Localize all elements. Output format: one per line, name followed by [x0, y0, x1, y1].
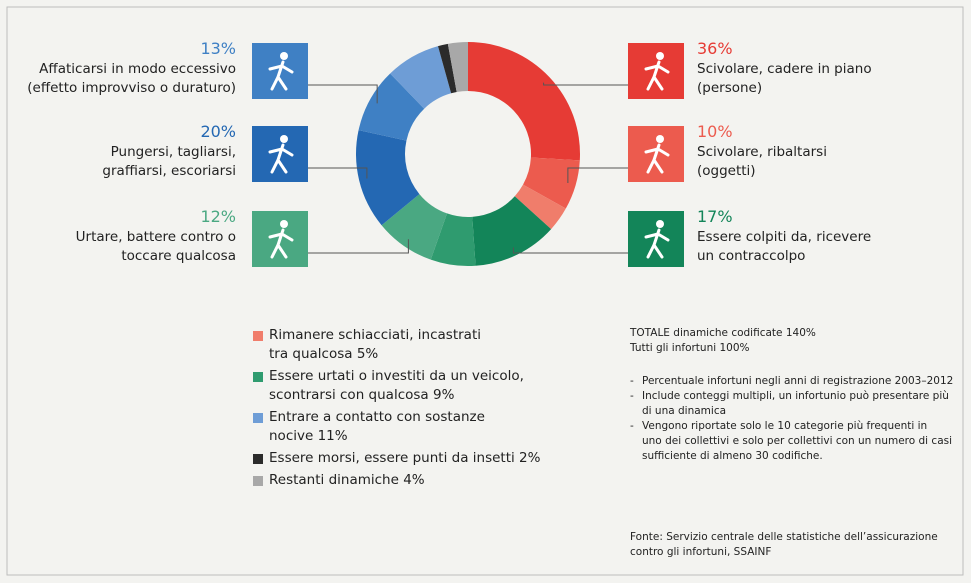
icon-glyph: [656, 135, 664, 143]
legend-label: Rimanere schiacciati, incastrati tra qua…: [269, 327, 481, 362]
callout-label: Urtare, battere contro o toccare qualcos…: [75, 229, 236, 264]
legend-entry: Essere urtati o investiti da un veicolo,…: [269, 367, 524, 405]
callout-label: Affaticarsi in modo eccessivo (effetto i…: [27, 61, 236, 96]
callout-percent: 17%: [697, 207, 733, 226]
legend-value: 5%: [356, 346, 379, 362]
donut-segment: [468, 41, 580, 161]
note-bullet: Include conteggi multipli, un infortunio…: [642, 390, 949, 417]
legend-entry: Restanti dinamiche 4%: [269, 471, 425, 490]
leader-line: [567, 167, 628, 183]
donut-segment: [437, 43, 457, 94]
legend-value: 4%: [403, 472, 425, 488]
callout-label: Scivolare, cadere in piano (persone): [697, 61, 872, 96]
note-dash: -: [630, 420, 634, 432]
icon-glyph: [656, 220, 664, 228]
callout-percent: 12%: [200, 207, 236, 226]
legend-swatch: [253, 372, 263, 382]
donut-segment: [356, 130, 420, 226]
legend-entry: Essere morsi, essere punti da insetti 2%: [269, 449, 540, 468]
donut-segment: [514, 184, 566, 230]
frame: [6, 6, 964, 576]
note-total: TOTALE dinamiche codificate 140%: [630, 327, 816, 339]
leader-line: [308, 84, 378, 104]
callout-percent: 13%: [200, 39, 236, 58]
callout-percent: 10%: [697, 122, 733, 141]
note-dash: -: [630, 390, 634, 402]
callout-percent: 20%: [200, 122, 236, 141]
legend-swatch: [253, 454, 263, 464]
legend-swatch: [253, 413, 263, 423]
callout-percent: 36%: [697, 39, 733, 58]
icon-glyph: [644, 228, 670, 259]
legend-entry: Rimanere schiacciati, incastrati tra qua…: [269, 326, 481, 364]
icon-glyph: [268, 228, 294, 259]
note-all: Tutti gli infortuni 100%: [630, 342, 750, 354]
icon-glyph: [644, 143, 670, 174]
icon-glyph: [268, 60, 294, 91]
note-source: Fonte: Servizio centrale delle statistic…: [630, 531, 938, 558]
callout-label: Pungersi, tagliarsi, graffiarsi, escoria…: [102, 144, 236, 179]
donut-segment: [472, 196, 552, 266]
note-bullet: Percentuale infortuni negli anni di regi…: [642, 375, 954, 387]
icon-glyph: [280, 220, 288, 228]
donut-segment: [381, 194, 448, 260]
legend-swatch: [253, 476, 263, 486]
donut-segment: [447, 42, 468, 93]
legend-value: 2%: [519, 450, 541, 466]
donut-segment: [430, 213, 476, 266]
legend-entry: Entrare a contatto con sostanze nocive 1…: [269, 408, 485, 446]
callout-label: Essere colpiti da, ricevere un contracco…: [697, 229, 872, 264]
donut-segment: [358, 73, 425, 141]
icon-glyph: [656, 52, 664, 60]
icon-glyph: [268, 143, 294, 174]
donut-segment: [390, 46, 452, 109]
donut-segment: [523, 157, 580, 209]
icon-glyph: [280, 135, 288, 143]
leader-line: [308, 167, 368, 179]
legend-label: Entrare a contatto con sostanze nocive: [269, 409, 485, 444]
icon-glyph: [280, 52, 288, 60]
legend-label: Essere urtati o investiti da un veicolo,…: [269, 368, 524, 403]
legend-value: 9%: [432, 387, 455, 403]
icon-glyph: [644, 60, 670, 91]
leader-line: [543, 82, 628, 86]
legend-label: Essere morsi, essere punti da insetti: [269, 450, 515, 466]
note-dash: -: [630, 375, 634, 387]
leader-line: [512, 247, 628, 254]
legend-label: Restanti dinamiche: [269, 472, 399, 488]
legend-value: 11%: [317, 428, 348, 444]
legend-swatch: [253, 331, 263, 341]
leader-line: [308, 239, 409, 254]
note-bullet: Vengono riportate solo le 10 categorie p…: [642, 420, 953, 462]
callout-label: Scivolare, ribaltarsi (oggetti): [697, 144, 827, 179]
